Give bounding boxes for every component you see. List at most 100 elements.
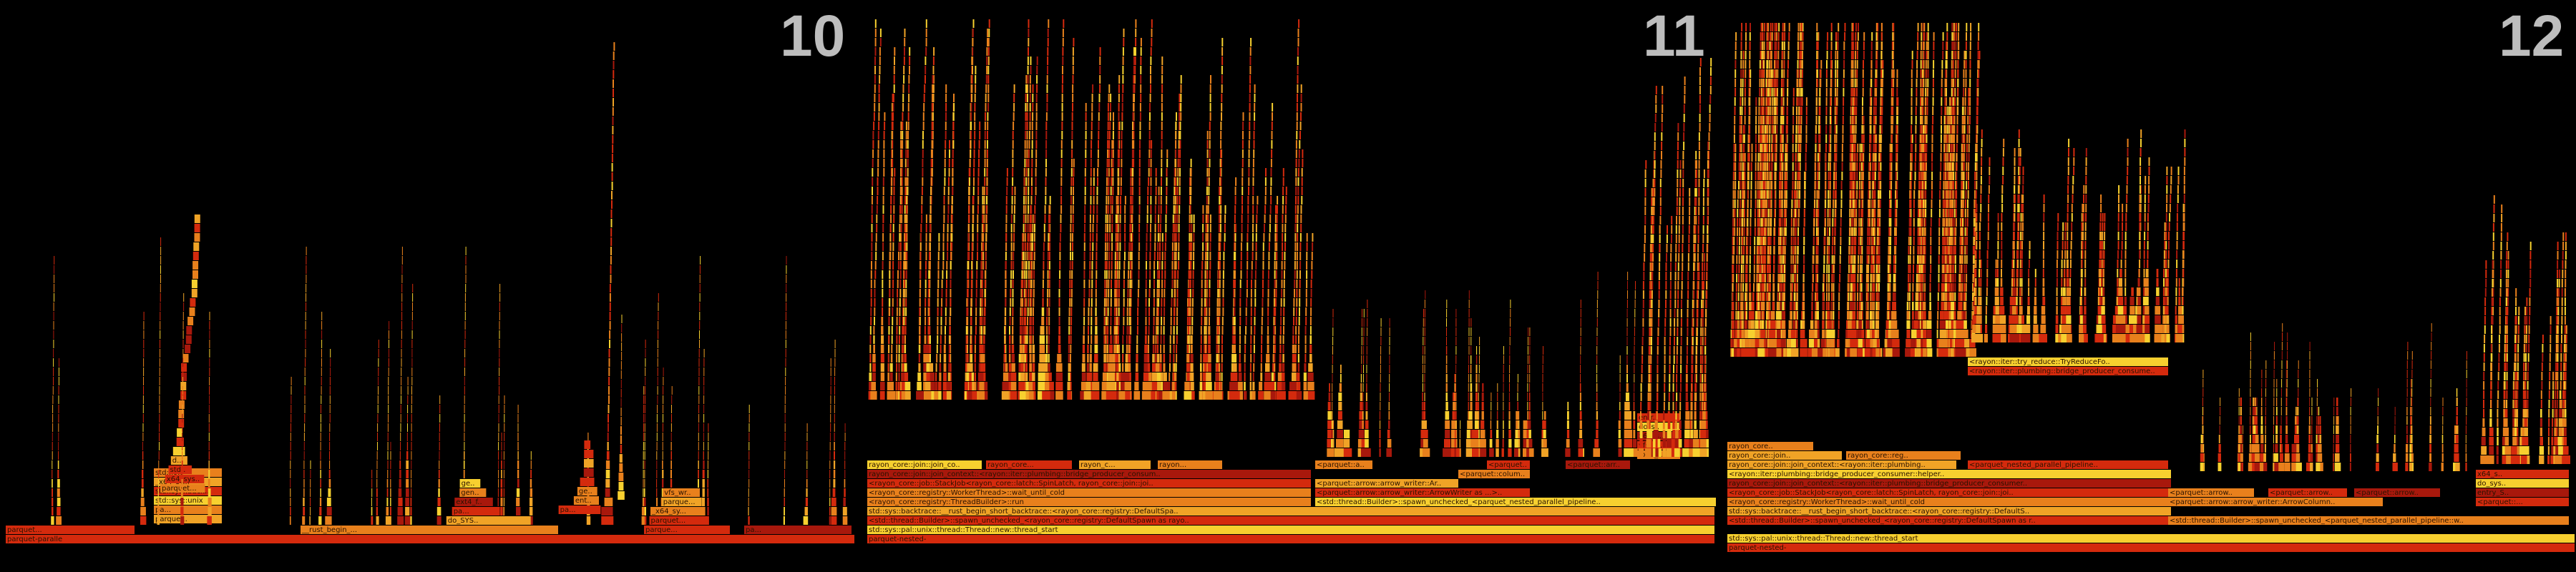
stack-frame[interactable] — [1698, 272, 1700, 280]
stack-frame[interactable] — [1189, 270, 1191, 279]
stack-frame[interactable] — [1219, 317, 1221, 325]
stack-frame[interactable] — [1247, 214, 1249, 223]
stack-frame[interactable] — [950, 289, 952, 297]
stack-frame[interactable] — [895, 391, 899, 400]
stack-frame[interactable] — [1152, 335, 1155, 344]
stack-frame[interactable] — [1019, 335, 1022, 344]
stack-frame[interactable] — [57, 479, 60, 488]
stack-frame[interactable] — [1702, 300, 1704, 308]
stack-frame[interactable] — [1685, 402, 1689, 410]
stack-frame[interactable] — [1246, 270, 1248, 279]
stack-frame[interactable] — [1020, 317, 1022, 325]
stack-frame[interactable] — [1040, 326, 1045, 335]
stack-frame[interactable] — [1188, 261, 1190, 270]
stack-frame[interactable] — [1249, 382, 1252, 390]
stack-frame[interactable] — [1178, 252, 1180, 260]
stack-frame[interactable] — [902, 298, 904, 307]
stack-frame[interactable] — [1187, 289, 1189, 297]
stack-frame[interactable] — [1156, 317, 1158, 325]
stack-frame[interactable] — [398, 488, 402, 497]
stack-frame[interactable] — [874, 298, 876, 307]
stack-frame[interactable] — [1134, 75, 1136, 84]
stack-frame[interactable] — [1118, 159, 1120, 167]
stack-frame[interactable] — [1453, 393, 1457, 401]
stack-frame[interactable] — [889, 224, 892, 232]
stack-frame[interactable] — [932, 84, 934, 93]
stack-frame[interactable] — [1025, 270, 1028, 279]
stack-frame[interactable] — [1045, 196, 1047, 204]
stack-frame[interactable] — [1192, 270, 1194, 279]
stack-frame[interactable] — [894, 168, 896, 177]
stack-frame[interactable] — [783, 516, 785, 525]
stack-frame[interactable] — [517, 414, 519, 423]
stack-frame[interactable] — [1096, 270, 1098, 279]
stack-frame[interactable] — [907, 103, 909, 112]
stack-frame[interactable] — [1043, 242, 1045, 251]
stack-frame[interactable] — [670, 479, 673, 488]
stack-frame[interactable] — [877, 131, 879, 139]
stack-frame[interactable] — [1069, 363, 1071, 372]
stack-frame[interactable] — [1247, 196, 1249, 204]
stack-frame[interactable] — [291, 386, 292, 395]
stack-frame[interactable] — [1130, 252, 1132, 260]
stack-frame[interactable] — [1264, 373, 1271, 381]
stack-frame[interactable] — [1029, 345, 1031, 353]
stack-frame[interactable] — [921, 205, 923, 214]
stack-frame[interactable] — [1293, 298, 1295, 307]
stack-frame[interactable] — [1048, 233, 1050, 242]
stack-frame[interactable] — [1295, 187, 1297, 195]
stack-frame[interactable] — [1128, 373, 1131, 381]
stack-frame[interactable] — [879, 47, 881, 56]
stack-frame[interactable] — [1130, 298, 1132, 307]
stack-frame[interactable] — [1023, 363, 1028, 372]
stack-frame[interactable] — [1502, 439, 1504, 448]
stack-frame[interactable] — [1149, 261, 1151, 270]
stack-frame[interactable] — [1111, 242, 1113, 251]
stack-frame[interactable] — [1303, 373, 1307, 381]
stack-frame[interactable] — [377, 423, 379, 432]
stack-frame[interactable] — [985, 84, 987, 93]
stack-frame[interactable] — [834, 451, 835, 460]
stack-frame[interactable] — [1470, 346, 1472, 355]
stack-frame[interactable] — [1026, 335, 1028, 344]
stack-frame[interactable] — [1446, 318, 1447, 327]
stack-frame[interactable] — [1139, 103, 1141, 112]
stack-frame[interactable] — [620, 408, 622, 416]
stack-frame[interactable] — [1250, 298, 1252, 307]
stack-frame[interactable] — [892, 224, 894, 232]
stack-frame[interactable] — [1068, 317, 1070, 325]
stack-frame[interactable] — [1072, 66, 1074, 74]
stack-frame[interactable] — [1155, 187, 1157, 195]
stack-frame[interactable] — [1021, 317, 1023, 325]
stack-frame[interactable] — [1148, 326, 1150, 335]
stack-frame[interactable] — [919, 335, 920, 344]
stack-frame[interactable] — [1045, 177, 1047, 186]
stack-frame[interactable] — [1072, 103, 1073, 112]
stack-frame[interactable] — [1423, 420, 1427, 429]
stack-frame[interactable] — [1264, 224, 1265, 232]
stack-frame[interactable] — [586, 516, 591, 525]
stack-frame[interactable] — [1111, 261, 1113, 270]
stack-frame[interactable] — [1209, 140, 1211, 149]
stack-frame[interactable] — [1083, 307, 1085, 316]
stack-frame[interactable] — [904, 196, 907, 204]
stack-frame[interactable] — [1193, 261, 1195, 270]
stack-frame[interactable] — [1248, 177, 1250, 186]
stack-frame[interactable] — [1233, 345, 1236, 353]
stack-frame[interactable] — [952, 159, 954, 167]
stack-frame[interactable] — [390, 488, 391, 497]
stack-frame[interactable] — [1344, 430, 1350, 438]
stack-frame[interactable] — [610, 275, 612, 283]
stack-frame[interactable] — [1070, 224, 1072, 232]
stack-frame[interactable] — [937, 317, 939, 325]
stack-frame[interactable] — [973, 391, 977, 400]
stack-frame[interactable] — [378, 368, 379, 376]
stack-frame[interactable] — [397, 507, 403, 516]
stack-frame[interactable] — [985, 75, 987, 84]
stack-frame[interactable] — [1295, 196, 1297, 204]
stack-frame[interactable] — [1020, 354, 1024, 363]
stack-frame[interactable] — [1708, 142, 1710, 150]
stack-frame[interactable] — [1701, 383, 1703, 392]
stack-frame[interactable] — [584, 440, 591, 449]
stack-frame[interactable] — [892, 131, 894, 139]
